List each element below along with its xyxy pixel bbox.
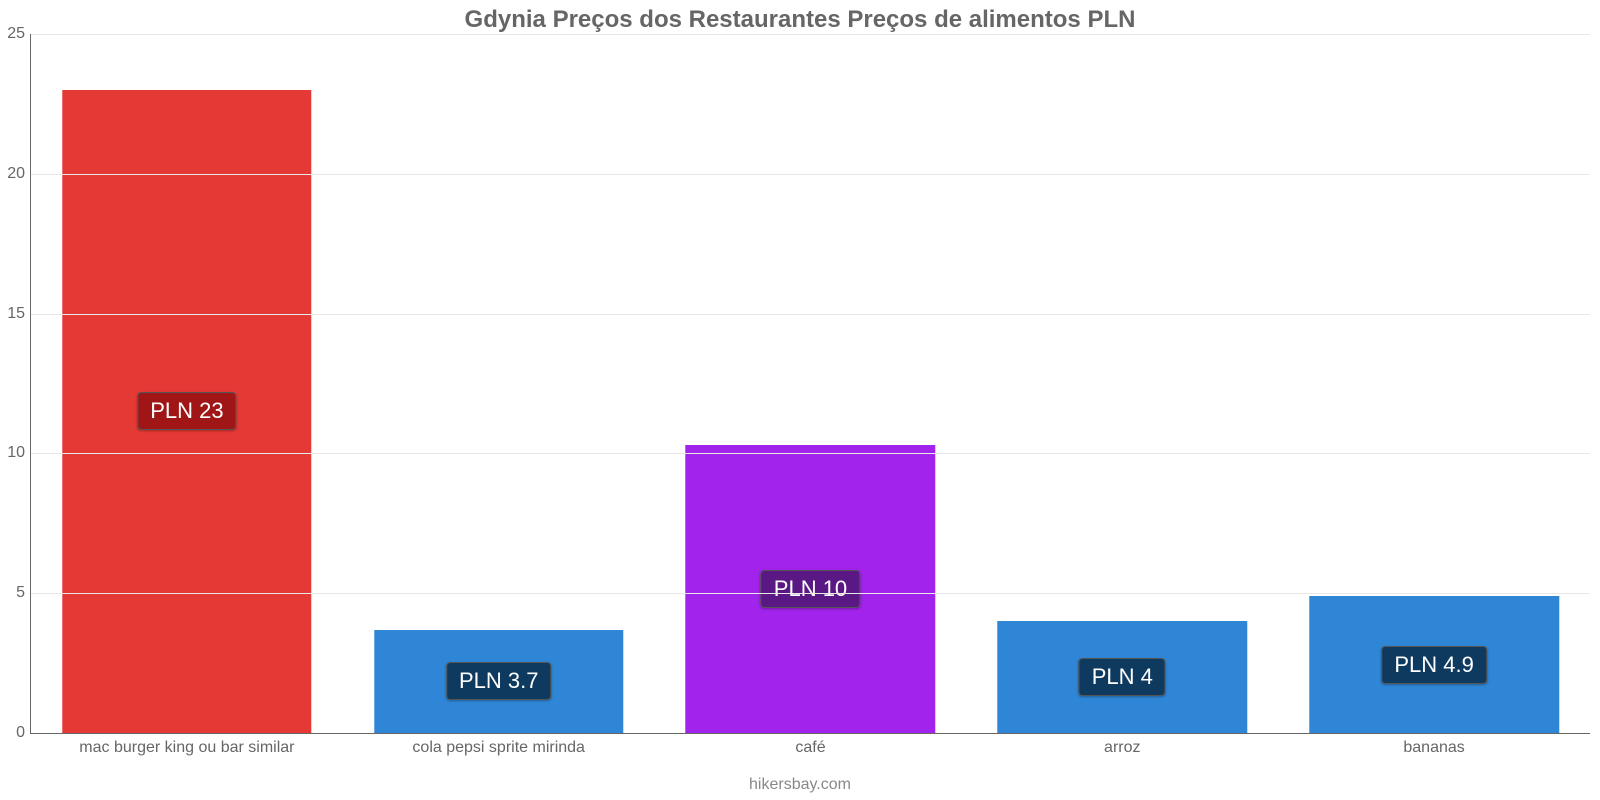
y-tick-label: 20	[7, 165, 31, 183]
y-tick-label: 0	[16, 724, 31, 742]
x-tick-label: arroz	[1104, 733, 1140, 757]
value-badge: PLN 3.7	[446, 662, 552, 700]
price-chart: Gdynia Preços dos Restaurantes Preços de…	[0, 0, 1600, 800]
value-badge: PLN 23	[137, 392, 236, 430]
y-tick-label: 5	[16, 584, 31, 602]
value-badge: PLN 4.9	[1381, 646, 1487, 684]
bars-container: PLN 23mac burger king ou bar similarPLN …	[31, 34, 1590, 733]
source-text: hikersbay.com	[0, 776, 1600, 794]
gridline	[31, 453, 1590, 454]
y-tick-label: 25	[7, 25, 31, 43]
y-tick-label: 10	[7, 444, 31, 462]
bar-slot: PLN 4arroz	[966, 34, 1278, 733]
value-badge: PLN 10	[761, 570, 860, 608]
y-tick-label: 15	[7, 305, 31, 323]
gridline	[31, 593, 1590, 594]
x-tick-label: mac burger king ou bar similar	[79, 733, 294, 757]
gridline	[31, 174, 1590, 175]
bar-slot: PLN 10café	[655, 34, 967, 733]
bar-slot: PLN 4.9bananas	[1278, 34, 1590, 733]
bar-slot: PLN 23mac burger king ou bar similar	[31, 34, 343, 733]
x-tick-label: bananas	[1403, 733, 1464, 757]
bar-slot: PLN 3.7cola pepsi sprite mirinda	[343, 34, 655, 733]
chart-title: Gdynia Preços dos Restaurantes Preços de…	[0, 6, 1600, 34]
plot-area: PLN 23mac burger king ou bar similarPLN …	[30, 34, 1590, 734]
x-tick-label: cola pepsi sprite mirinda	[412, 733, 585, 757]
value-badge: PLN 4	[1079, 658, 1166, 696]
x-tick-label: café	[795, 733, 825, 757]
gridline	[31, 314, 1590, 315]
gridline	[31, 34, 1590, 35]
